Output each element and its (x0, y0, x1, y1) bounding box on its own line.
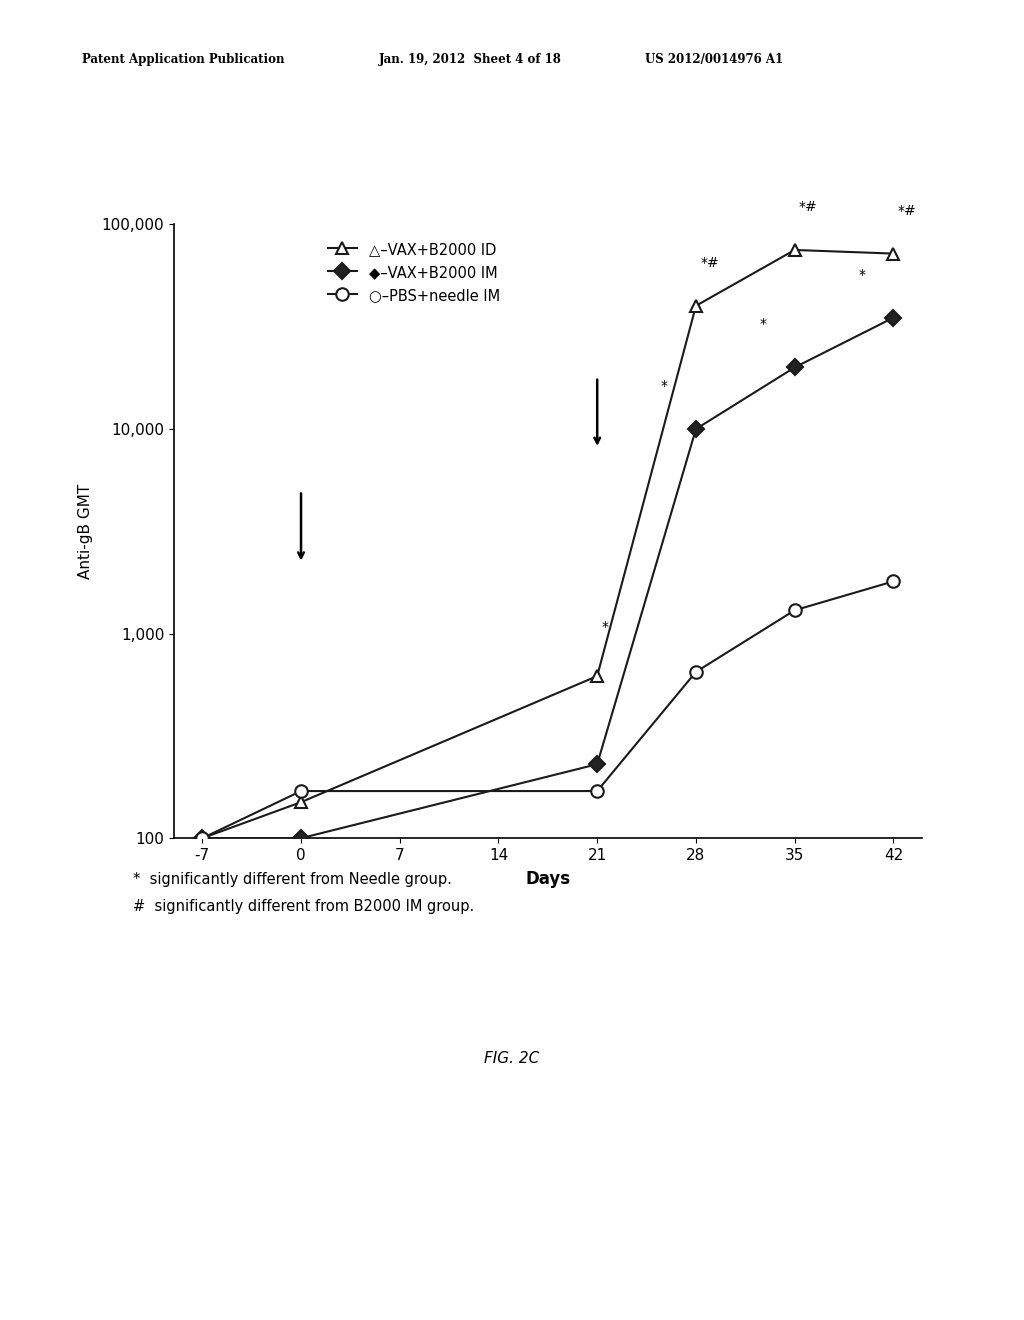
Text: *#: *# (700, 256, 719, 269)
Text: #  significantly different from B2000 IM group.: # significantly different from B2000 IM … (133, 899, 474, 913)
Text: *: * (760, 317, 766, 331)
Text: *#: *# (799, 199, 817, 214)
Text: *  significantly different from Needle group.: * significantly different from Needle gr… (133, 873, 452, 887)
Text: *: * (660, 379, 668, 393)
Text: Jan. 19, 2012  Sheet 4 of 18: Jan. 19, 2012 Sheet 4 of 18 (379, 53, 562, 66)
Text: Patent Application Publication: Patent Application Publication (82, 53, 285, 66)
Y-axis label: Anti-gB GMT: Anti-gB GMT (79, 483, 93, 579)
Text: *#: *# (898, 203, 916, 218)
Text: US 2012/0014976 A1: US 2012/0014976 A1 (645, 53, 783, 66)
X-axis label: Days: Days (525, 870, 570, 888)
Text: *: * (858, 268, 865, 281)
Legend: △–VAX+B2000 ID, ◆–VAX+B2000 IM, ○–PBS+needle IM: △–VAX+B2000 ID, ◆–VAX+B2000 IM, ○–PBS+ne… (324, 238, 504, 308)
Text: FIG. 2C: FIG. 2C (484, 1051, 540, 1065)
Text: *: * (601, 620, 608, 635)
